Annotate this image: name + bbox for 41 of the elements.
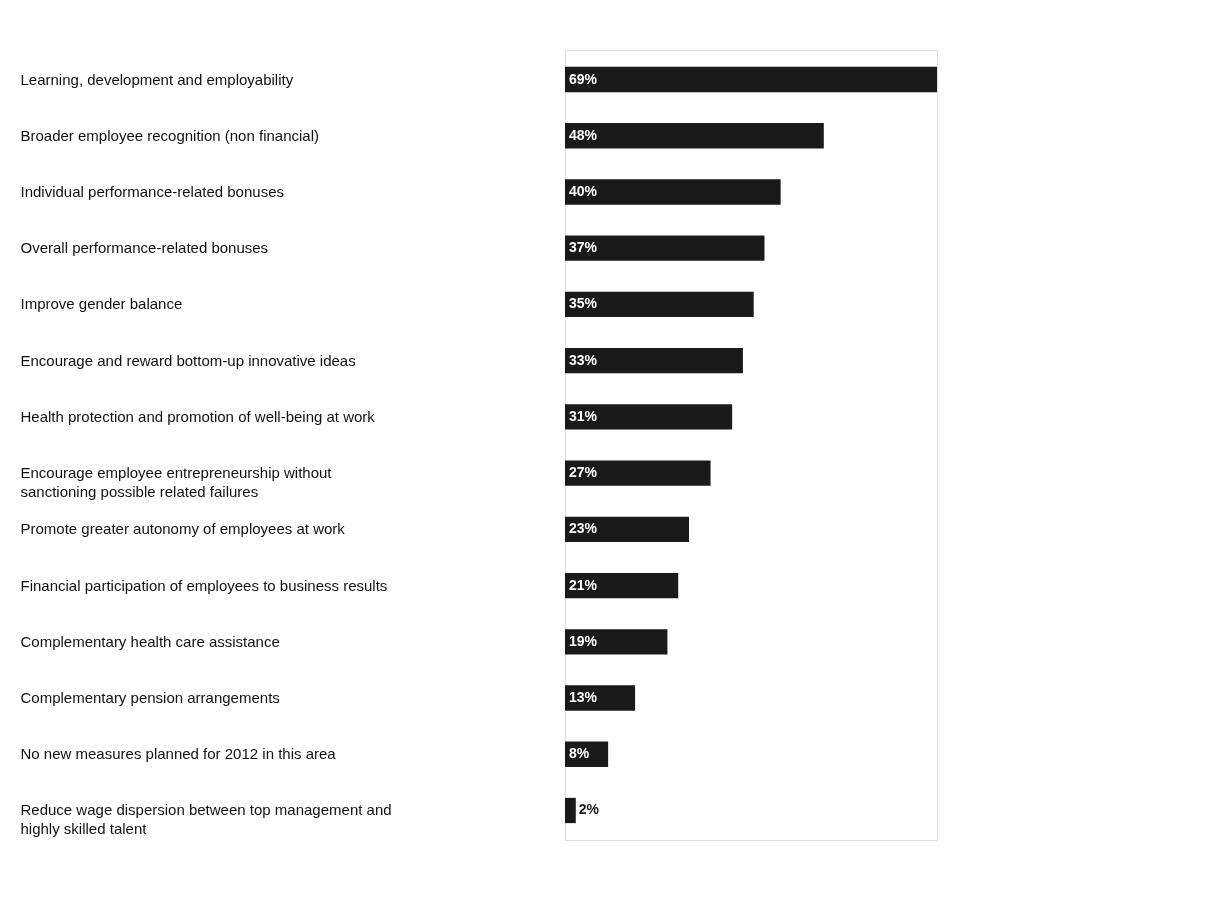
data-label: 48%: [569, 126, 598, 143]
bar: [565, 179, 781, 205]
y-tick-label: Overall performance-related bonuses: [20, 239, 269, 257]
y-tick-label: Promote greater autonomy of employees at work: [20, 520, 346, 538]
bar: [565, 235, 765, 261]
bar: [565, 797, 576, 824]
bar: [565, 685, 636, 711]
bar: [565, 66, 937, 93]
bar: [565, 291, 754, 318]
data-label: 2%: [578, 801, 600, 818]
data-label: 19%: [569, 632, 598, 649]
bar: [565, 123, 824, 149]
data-label: 8%: [569, 745, 590, 762]
data-label: 13%: [569, 689, 598, 706]
y-tick-label: Individual performance-related bonuses: [20, 182, 284, 200]
y-tick-label: Learning, development and employability: [20, 70, 294, 88]
y-tick-label: Broader employee recognition (non financial): [20, 126, 320, 144]
data-label: 33%: [569, 351, 598, 368]
data-label: 31%: [569, 407, 598, 424]
bar: [565, 629, 668, 655]
data-label: 69%: [569, 70, 598, 87]
bar: [565, 460, 711, 486]
y-tick-label: Complementary health care assistance: [20, 632, 280, 650]
y-tick-label: Complementary pension arrangements: [20, 689, 280, 707]
y-tick-label: No new measures planned for 2012 in this area: [20, 745, 337, 763]
bar: [565, 516, 689, 542]
y-tick-label: Encourage and reward bottom-up innovative ideas: [20, 351, 356, 369]
data-label: 40%: [569, 182, 598, 199]
y-tick-label: Encourage employee entrepreneurship without sanctioning possible related failures: [20, 464, 333, 501]
y-tick-label: Financial participation of employees to business results: [20, 576, 388, 594]
bar: [565, 404, 733, 430]
data-label: 23%: [569, 520, 598, 537]
y-tick-label: Improve gender balance: [20, 295, 183, 313]
bar: [565, 572, 679, 599]
bar: [565, 348, 743, 374]
data-label: 35%: [569, 295, 598, 312]
y-tick-label: Health protection and promotion of well-being at work: [20, 407, 376, 425]
data-label: 27%: [569, 464, 598, 481]
data-label: 21%: [569, 576, 598, 593]
data-label: 37%: [569, 239, 598, 256]
y-tick-label: Reduce wage dispersion between top management and highly skilled talent: [20, 801, 392, 838]
